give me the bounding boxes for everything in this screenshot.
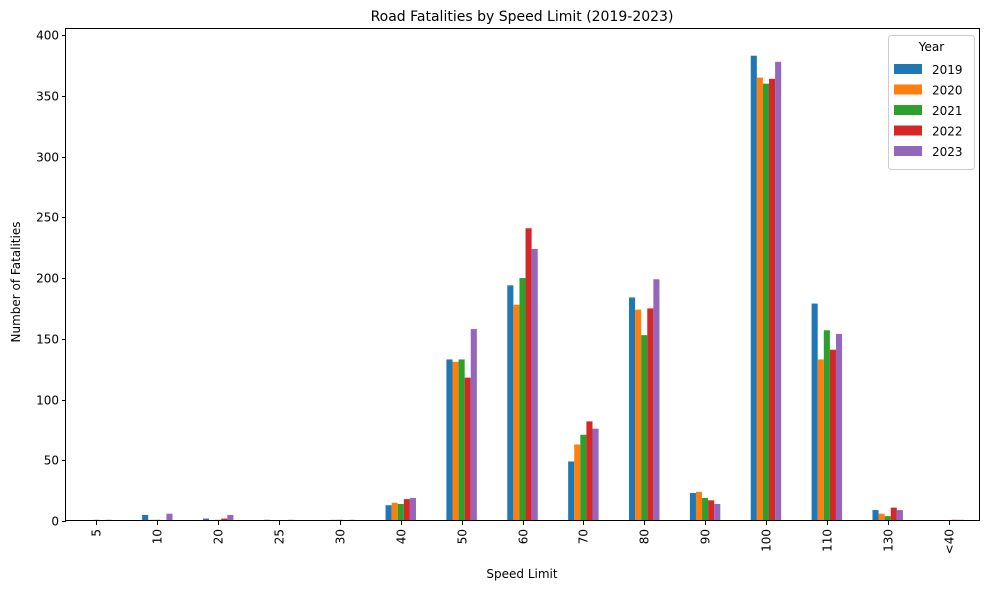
bar-2020-60 (513, 304, 520, 521)
chart-title: Road Fatalities by Speed Limit (2019-202… (371, 9, 674, 25)
x-tick-label: 60 (517, 529, 531, 544)
x-tick-label: 70 (577, 529, 591, 544)
legend-label-2021: 2021 (932, 104, 963, 118)
legend-label-2019: 2019 (932, 63, 963, 77)
x-tick-label: 25 (273, 529, 287, 544)
y-tick-label: 50 (44, 454, 59, 468)
y-tick-label: 0 (51, 515, 59, 529)
bar-2023-10 (166, 513, 173, 521)
x-tick-label: 50 (456, 529, 470, 544)
bar-2023-40 (409, 497, 416, 521)
bar-2019-70 (568, 461, 575, 521)
x-tick-label: <40 (943, 529, 957, 554)
bar-2020-80 (635, 309, 642, 521)
bar-2019-110 (811, 303, 818, 521)
bar-2022-110 (829, 349, 836, 521)
x-tick-label: 80 (638, 529, 652, 544)
bar-2021-50 (458, 359, 465, 521)
bar-2019-20 (202, 518, 210, 521)
bar-2020-100 (756, 77, 763, 521)
bar-2020-110 (817, 359, 824, 521)
legend-label-2020: 2020 (932, 84, 963, 98)
x-axis-label: Speed Limit (486, 567, 557, 581)
bar-2023-90 (714, 503, 721, 521)
bar-2020-70 (574, 444, 581, 521)
bar-2022-80 (647, 308, 654, 521)
bar-2019-90 (689, 493, 696, 521)
bar-2019-40 (385, 505, 392, 521)
bars-group (93, 55, 964, 522)
bar-2021-70 (580, 434, 587, 521)
bar-2020-130 (878, 513, 885, 521)
y-tick-label: 250 (36, 211, 59, 225)
bar-2021-110 (823, 330, 830, 521)
x-tick-label: 130 (882, 529, 896, 552)
legend-swatch-2023 (894, 146, 922, 156)
bar-2020-40 (391, 502, 398, 521)
bar-2022-60 (525, 228, 532, 522)
bar-2023-80 (653, 279, 660, 521)
x-tick-label: 90 (699, 529, 713, 544)
bar-2021-100 (762, 83, 770, 522)
bar-2023-110 (835, 333, 843, 521)
legend-swatch-2021 (894, 105, 922, 115)
bar-2021-60 (519, 278, 526, 521)
bar-2019-10 (142, 514, 149, 521)
legend-swatch-2020 (894, 84, 922, 95)
bar-2022-100 (769, 78, 776, 522)
bar-2022-130 (890, 507, 897, 521)
bar-2020-90 (695, 491, 703, 521)
x-tick-label: 30 (334, 529, 348, 544)
x-tick-label: 5 (90, 529, 104, 537)
legend-swatch-2019 (894, 64, 922, 74)
x-tick-label: 110 (821, 529, 835, 552)
bar-2023-60 (531, 248, 538, 522)
bar-2021-90 (702, 497, 709, 521)
bar-2023-20 (227, 514, 234, 521)
bar-2022-50 (464, 377, 471, 521)
x-tick-label: 100 (760, 529, 774, 552)
legend: Year 2019 2020 2021 2022 2023 (888, 35, 975, 170)
plot-frame (65, 28, 980, 521)
legend-swatch-2022 (894, 125, 922, 136)
y-tick-label: 150 (36, 333, 59, 347)
bar-2021-80 (641, 335, 648, 521)
bar-2022-70 (586, 421, 593, 521)
y-axis-ticks: 0 50 100 150 200 250 300 350 400 (36, 29, 66, 529)
bar-2023-50 (470, 329, 477, 521)
bar-2019-100 (750, 55, 757, 522)
legend-label-2023: 2023 (932, 145, 963, 159)
y-tick-label: 400 (36, 29, 59, 43)
y-axis-label: Number of Fatalities (9, 222, 23, 343)
bar-2019-80 (629, 297, 636, 521)
bar-2022-40 (403, 499, 410, 521)
bar-2021-130 (884, 516, 891, 521)
bar-2023-130 (896, 510, 903, 521)
x-tick-label: 20 (212, 529, 226, 544)
y-tick-label: 200 (36, 272, 59, 286)
legend-label-2022: 2022 (932, 125, 963, 139)
bar-2023-100 (775, 61, 782, 522)
x-axis-ticks: 5 10 20 25 30 40 50 60 70 80 90 100 110 130 <40 (90, 521, 957, 554)
x-tick-label: 40 (395, 529, 409, 544)
bar-2022-20 (221, 518, 228, 521)
bar-2021-40 (397, 503, 404, 521)
bar-2019-50 (446, 359, 453, 521)
legend-title: Year (918, 40, 944, 54)
bar-2019-60 (507, 285, 514, 521)
bar-2019-130 (872, 510, 879, 521)
y-tick-label: 350 (36, 90, 59, 104)
bar-2023-70 (592, 428, 599, 521)
y-tick-label: 100 (36, 394, 59, 408)
bar-2020-50 (452, 361, 459, 521)
x-tick-label: 10 (151, 529, 165, 544)
bar-2022-90 (708, 500, 715, 521)
y-tick-label: 300 (36, 151, 59, 165)
